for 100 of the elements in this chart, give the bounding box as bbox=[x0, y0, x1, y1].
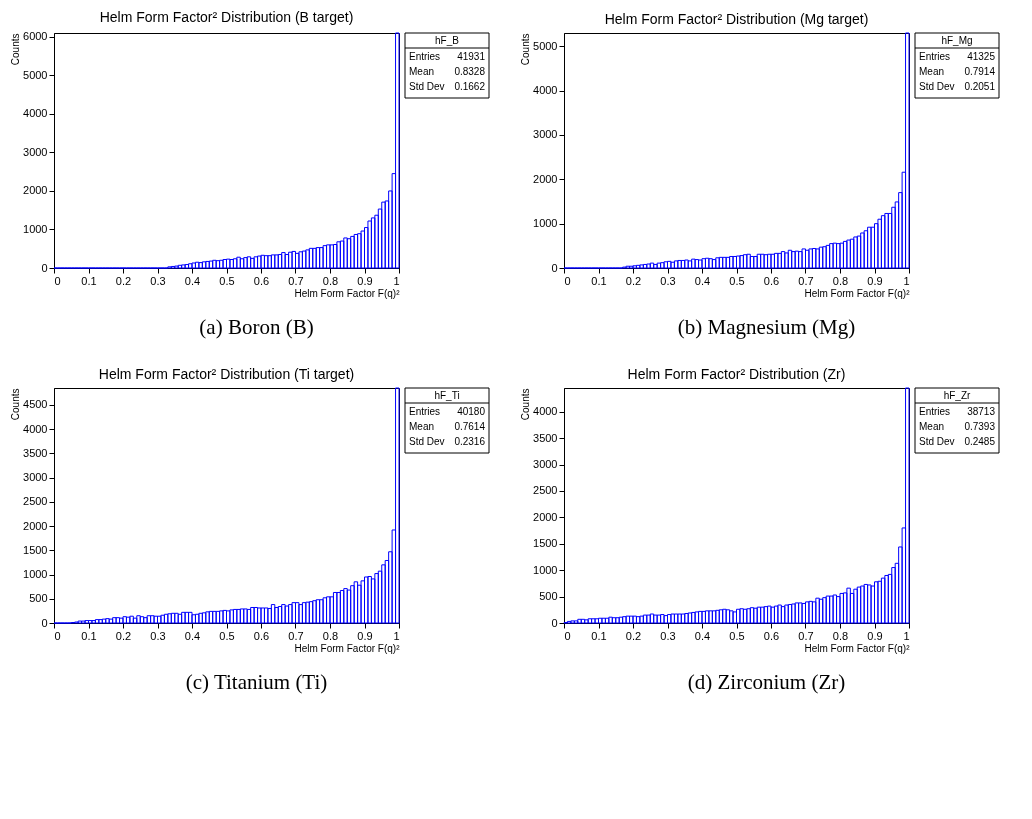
x-tick-label: 0.3 bbox=[660, 629, 676, 642]
x-tick-label: 0.7 bbox=[288, 629, 304, 642]
text: Mean bbox=[409, 66, 435, 77]
text: hF_B bbox=[435, 35, 460, 46]
y-tick-label: 1000 bbox=[533, 217, 558, 230]
x-tick-label: 0 bbox=[564, 274, 571, 287]
x-tick-label: 0.9 bbox=[867, 629, 883, 642]
x-tick-label: 0.5 bbox=[219, 629, 235, 642]
x-tick-label: 0.7 bbox=[798, 274, 814, 287]
x-tick-label: 0.6 bbox=[253, 629, 270, 642]
x-tick-label: 0 bbox=[564, 629, 571, 642]
x-tick-label: 0.9 bbox=[357, 629, 373, 642]
text: 0.2485 bbox=[964, 436, 996, 447]
x-tick-label: 0.3 bbox=[660, 274, 676, 287]
x-tick-label: 0.9 bbox=[357, 274, 373, 287]
y-tick-label: 1500 bbox=[23, 543, 48, 556]
y-tick-label: 2500 bbox=[533, 484, 558, 497]
x-tick-label: 0.8 bbox=[322, 629, 339, 642]
text: 38713 bbox=[967, 406, 996, 417]
x-tick-label: 0.1 bbox=[591, 629, 607, 642]
x-tick-label: 0 bbox=[54, 274, 61, 287]
x-axis-title: Helm Form Factor F(q)² bbox=[804, 642, 911, 654]
text: Std Dev bbox=[919, 81, 955, 92]
y-tick-label: 2000 bbox=[23, 184, 48, 197]
y-tick-label: 4000 bbox=[23, 107, 48, 120]
y-tick-label: 0 bbox=[551, 261, 558, 274]
y-tick-label: 2000 bbox=[23, 519, 48, 532]
text: Entries bbox=[409, 406, 441, 417]
y-tick-label: 2500 bbox=[23, 495, 48, 508]
y-tick-label: 1000 bbox=[533, 563, 558, 576]
y-tick-label: 0 bbox=[551, 616, 558, 629]
text: Entries bbox=[409, 51, 441, 62]
text: 41931 bbox=[457, 51, 486, 62]
y-tick-label: 2000 bbox=[533, 172, 558, 185]
text: 0.1662 bbox=[454, 81, 486, 92]
text: Entries bbox=[919, 51, 951, 62]
text: (c) Titanium (Ti) bbox=[185, 670, 328, 694]
text: (d) Zirconium (Zr) bbox=[687, 670, 846, 694]
y-tick-label: 1500 bbox=[533, 537, 558, 550]
y-axis-title: Counts bbox=[520, 33, 532, 66]
x-tick-label: 0.8 bbox=[832, 274, 849, 287]
text: 0.2051 bbox=[964, 81, 996, 92]
x-tick-label: 0.9 bbox=[867, 274, 883, 287]
x-tick-label: 0.2 bbox=[115, 629, 132, 642]
x-tick-label: 1 bbox=[903, 274, 910, 287]
y-tick-label: 500 bbox=[539, 590, 558, 603]
text: 0.2316 bbox=[454, 436, 486, 447]
text: (a) Boron (B) bbox=[199, 315, 314, 339]
x-tick-label: 0.6 bbox=[253, 274, 270, 287]
x-tick-label: 0.3 bbox=[150, 629, 166, 642]
x-tick-label: 0.4 bbox=[184, 274, 201, 287]
x-tick-label: 0.4 bbox=[184, 629, 201, 642]
text: 0.7614 bbox=[454, 421, 486, 432]
chart-title: Helm Form Factor² Distribution (B target) bbox=[99, 8, 354, 25]
x-tick-label: 0 bbox=[54, 629, 61, 642]
x-tick-label: 0.5 bbox=[729, 629, 745, 642]
x-tick-label: 0.5 bbox=[729, 274, 745, 287]
x-tick-label: 0.8 bbox=[322, 274, 339, 287]
text: (b) Magnesium (Mg) bbox=[677, 315, 856, 339]
x-tick-label: 0.1 bbox=[81, 629, 97, 642]
text: 0.8328 bbox=[454, 66, 486, 77]
x-axis-title: Helm Form Factor F(q)² bbox=[294, 642, 401, 654]
y-tick-label: 1000 bbox=[23, 222, 48, 235]
y-tick-label: 4500 bbox=[23, 398, 48, 411]
y-tick-label: 3000 bbox=[533, 128, 558, 141]
text: Std Dev bbox=[409, 81, 445, 92]
text: Entries bbox=[919, 406, 951, 417]
y-tick-label: 6000 bbox=[23, 30, 48, 43]
y-tick-label: 3500 bbox=[23, 446, 48, 459]
x-tick-label: 0.4 bbox=[694, 629, 711, 642]
chart-title: Helm Form Factor² Distribution (Zr) bbox=[627, 365, 846, 382]
x-axis-title: Helm Form Factor F(q)² bbox=[804, 287, 911, 299]
x-tick-label: 0.5 bbox=[219, 274, 235, 287]
x-tick-label: 0.2 bbox=[115, 274, 132, 287]
x-axis-title: Helm Form Factor F(q)² bbox=[294, 287, 401, 299]
y-tick-label: 3500 bbox=[533, 431, 558, 444]
y-tick-label: 5000 bbox=[23, 68, 48, 81]
x-tick-label: 0.7 bbox=[288, 274, 304, 287]
text: Mean bbox=[919, 66, 945, 77]
text: hF_Zr bbox=[943, 390, 971, 401]
y-axis-title: Counts bbox=[10, 33, 22, 66]
x-tick-label: 0.2 bbox=[625, 274, 642, 287]
y-tick-label: 4000 bbox=[23, 422, 48, 435]
x-tick-label: 0.2 bbox=[625, 629, 642, 642]
x-tick-label: 1 bbox=[393, 629, 400, 642]
x-tick-label: 0.8 bbox=[832, 629, 849, 642]
text: hF_Mg bbox=[941, 35, 973, 46]
y-axis-title: Counts bbox=[520, 388, 532, 421]
x-tick-label: 0.6 bbox=[763, 629, 780, 642]
y-tick-label: 0 bbox=[41, 261, 48, 274]
y-tick-label: 3000 bbox=[533, 458, 558, 471]
y-tick-label: 5000 bbox=[533, 39, 558, 52]
y-tick-label: 0 bbox=[41, 616, 48, 629]
text: 40180 bbox=[457, 406, 486, 417]
text: Std Dev bbox=[409, 436, 445, 447]
x-tick-label: 0.6 bbox=[763, 274, 780, 287]
y-tick-label: 3000 bbox=[23, 471, 48, 484]
text: 0.7393 bbox=[964, 421, 996, 432]
y-tick-label: 4000 bbox=[533, 84, 558, 97]
text: 41325 bbox=[967, 51, 996, 62]
